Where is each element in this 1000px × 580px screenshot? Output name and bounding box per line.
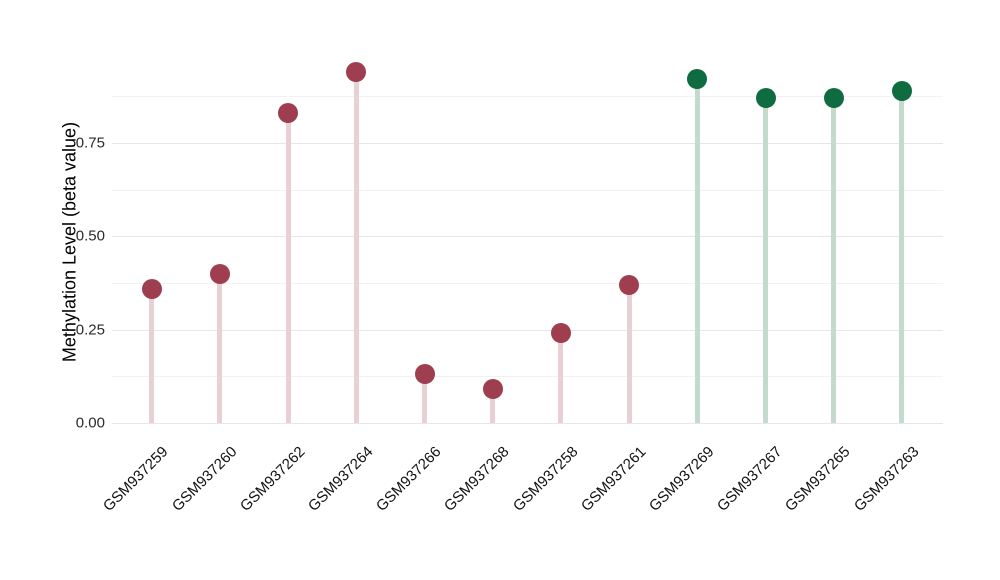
lollipop-stem	[149, 288, 155, 423]
lollipop-stem	[831, 98, 837, 423]
y-gridline-minor	[112, 189, 943, 191]
lollipop-dot	[891, 80, 912, 101]
y-gridline-minor	[112, 282, 943, 284]
x-tick-label: GSM937262	[236, 443, 309, 515]
lollipop-dot	[823, 88, 844, 109]
y-gridline-minor	[112, 96, 943, 98]
x-tick-label: GSM937258	[509, 443, 582, 515]
y-gridline-major	[112, 142, 943, 144]
y-tick-label: 0.00	[75, 414, 105, 432]
lollipop-stem	[694, 79, 700, 423]
lollipop-dot	[550, 323, 571, 344]
y-gridline-minor	[112, 376, 943, 378]
lollipop-dot	[209, 263, 230, 284]
lollipop-dot	[141, 278, 162, 299]
lollipop-stem	[422, 374, 427, 423]
x-tick-label: GSM937263	[850, 443, 923, 515]
lollipop-stem	[899, 90, 905, 423]
lollipop-stem	[490, 389, 496, 423]
lollipop-dot	[755, 88, 776, 109]
y-gridline-major	[112, 329, 943, 331]
lollipop-dot	[278, 102, 299, 123]
x-tick-label: GSM937266	[373, 443, 445, 515]
x-tick-label: GSM937269	[646, 443, 718, 515]
y-tick-label: 0.50	[75, 227, 105, 245]
x-tick-label: GSM937261	[577, 443, 650, 515]
lollipop-dot	[619, 274, 640, 295]
y-tick-label: 0.75	[75, 134, 105, 152]
x-tick-label: GSM937264	[305, 443, 377, 515]
x-tick-label: GSM937268	[441, 443, 514, 515]
y-gridline-major	[112, 423, 943, 424]
y-gridline-major	[112, 236, 943, 238]
lollipop-stem	[558, 333, 564, 423]
lollipop-dot	[346, 61, 367, 82]
x-tick-label: GSM937267	[714, 443, 786, 515]
lollipop-stem	[353, 71, 359, 423]
lollipop-dot	[687, 69, 708, 90]
lollipop-stem	[217, 273, 223, 423]
lollipop-stem	[626, 284, 632, 423]
lollipop-dot	[482, 379, 503, 400]
x-tick-label: GSM937260	[168, 443, 241, 515]
y-tick-label: 0.25	[75, 321, 105, 339]
lollipop-dot	[414, 364, 435, 385]
x-tick-label: GSM937259	[100, 443, 173, 515]
lollipop-stem	[285, 112, 291, 423]
x-tick-label: GSM937265	[782, 443, 855, 515]
lollipop-stem	[763, 98, 768, 423]
